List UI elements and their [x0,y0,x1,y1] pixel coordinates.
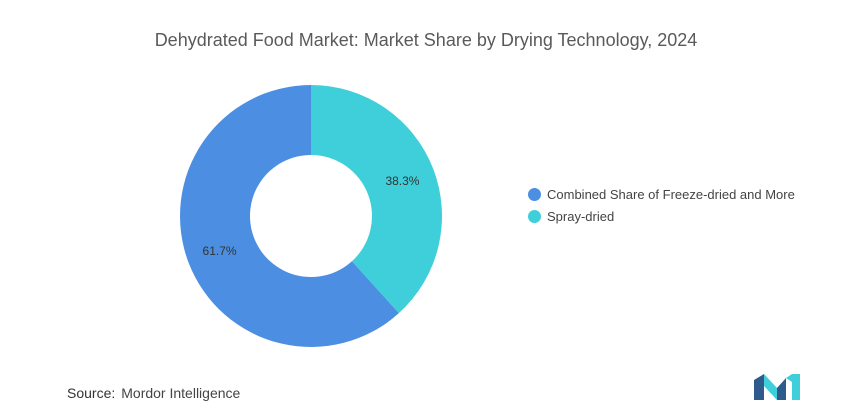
legend-label: Combined Share of Freeze-dried and More [547,186,795,202]
source-label: Source: [67,385,116,401]
source-text: Mordor Intelligence [121,385,241,401]
donut-slice [311,85,442,314]
mordor-logo-icon [754,374,800,400]
legend-item: Spray-dried [528,205,795,227]
data-label: 38.3% [385,174,419,188]
legend-swatch [528,187,541,201]
legend-item: Combined Share of Freeze-dried and More [528,183,795,205]
data-label: 61.7% [203,244,237,258]
legend-label: Spray-dried [547,208,615,224]
chart-title: Dehydrated Food Market: Market Share by … [154,30,698,50]
donut-slice [180,85,399,347]
source-note: Source: Mordor Intelligence [67,385,240,401]
legend-swatch [528,209,541,223]
legend: Combined Share of Freeze-dried and More … [528,183,795,227]
